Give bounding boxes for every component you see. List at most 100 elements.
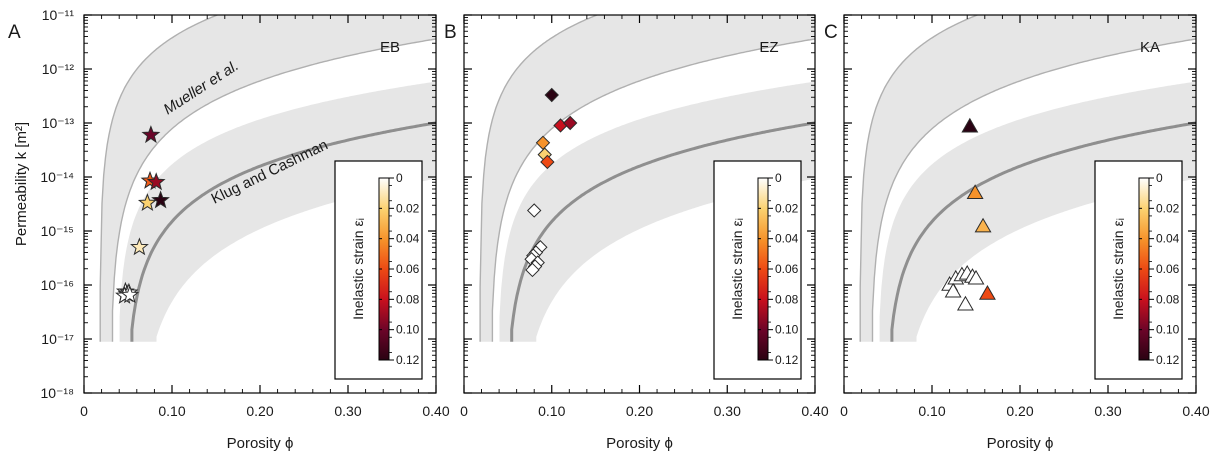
colorbar-tick-label: 0.10 [775, 323, 799, 337]
mueller-curve-upper [859, 15, 980, 342]
y-tick-label: 10⁻¹¹ [42, 7, 75, 23]
colorbar: 0 0.02 0.04 0.06 0.08 0.10 0.12 Inelastic strai… [713, 160, 802, 380]
data-points [941, 117, 996, 311]
colorbar-tick-label: 0.10 [396, 323, 420, 337]
data-point-star [130, 237, 149, 256]
x-tick-label: 0.30 [334, 403, 361, 419]
colorbar: 0 0.02 0.04 0.06 0.08 0.10 0.12 Inelastic strai… [1094, 160, 1183, 380]
klug-cashman-curve [130, 121, 436, 342]
mueller-curve-upper [99, 15, 220, 342]
y-tick-label: 10⁻¹⁶ [41, 277, 74, 293]
data-point-triangle [944, 282, 962, 298]
data-point-star [120, 285, 140, 304]
data-point-star [137, 193, 157, 212]
x-tick-label: 0.30 [714, 403, 741, 419]
klug-cashman-curve [890, 121, 1196, 342]
sample-label: EB [380, 39, 400, 56]
mueller-curve-lower [491, 38, 815, 342]
data-point-diamond [562, 115, 578, 131]
x-tick-label: 0.20 [246, 403, 273, 419]
sample-label: KA [1140, 39, 1160, 56]
klug-cashman-band [499, 81, 815, 342]
y-axis-label: Permeability k [m²] [13, 122, 30, 246]
x-axis-label: Porosity ϕ [227, 435, 294, 452]
y-tick-label: 10⁻¹⁸ [40, 385, 74, 401]
colorbar-tick-label: 0.12 [396, 353, 420, 367]
colorbar-tick-label: 0.02 [1156, 201, 1180, 215]
plot-area [99, 15, 436, 342]
colorbar-tick-label: 0.06 [1156, 262, 1180, 276]
mueller-band [480, 15, 815, 342]
data-point-diamond [525, 262, 540, 278]
y-tick-label: 10⁻¹² [42, 61, 75, 77]
panel-letter: C [824, 22, 838, 43]
colorbar-tick-label: 0.12 [775, 353, 799, 367]
x-tick-label: 0.10 [158, 403, 185, 419]
colorbar-tick-label: 0.02 [396, 201, 420, 215]
colorbar-tick-label: 0.02 [775, 201, 799, 215]
x-tick-label: 0.20 [1006, 403, 1033, 419]
x-tick-label: 0.10 [918, 403, 945, 419]
data-point-star [141, 125, 161, 144]
colorbar-tick-label: 0 [396, 171, 403, 185]
plot-area [479, 15, 815, 342]
mueller-curve-lower [871, 38, 1196, 342]
colorbar-title: Inelastic strain εᵢ [729, 218, 745, 320]
sample-label: EZ [759, 39, 778, 56]
colorbar-title: Inelastic strain εᵢ [350, 218, 366, 320]
colorbar-tick-label: 0.04 [775, 232, 799, 246]
colorbar-tick-label: 0.08 [1156, 292, 1180, 306]
colorbar-tick-label: 0.12 [1156, 353, 1180, 367]
data-point-triangle [961, 117, 979, 133]
data-point-triangle [974, 217, 992, 233]
mueller-curve-lower [111, 38, 436, 342]
colorbar-tick-label: 0.10 [1156, 323, 1180, 337]
x-tick-label: 0 [840, 403, 848, 419]
x-tick-label: 0 [80, 403, 88, 419]
y-tick-label: 10⁻¹⁷ [41, 331, 74, 347]
x-axis-label: Porosity ϕ [606, 435, 673, 452]
data-point-star [151, 190, 170, 209]
data-point-diamond [540, 154, 555, 170]
data-point-star [146, 172, 166, 191]
data-point-triangle [956, 295, 974, 311]
x-tick-label: 0.10 [538, 403, 565, 419]
x-tick-label: 0.30 [1094, 403, 1121, 419]
klug-cashman-band [119, 81, 436, 342]
colorbar-title: Inelastic strain εᵢ [1110, 218, 1126, 320]
data-point-triangle [966, 184, 984, 199]
y-tick-label: 10⁻¹⁴ [40, 169, 74, 185]
data-point-diamond [526, 203, 542, 218]
panel-letter: A [8, 22, 21, 43]
klug-cashman-curve [510, 121, 815, 342]
x-tick-label: 0.40 [422, 403, 449, 419]
y-tick-label: 10⁻¹⁵ [41, 223, 74, 239]
x-tick-label: 0.40 [801, 403, 828, 419]
colorbar-tick-label: 0.04 [1156, 232, 1180, 246]
colorbar-tick-label: 0.06 [396, 262, 420, 276]
data-point-triangle [967, 269, 985, 285]
colorbar-tick-label: 0 [775, 171, 782, 185]
x-axis-label: Porosity ϕ [987, 435, 1054, 452]
mueller-curve-upper [479, 15, 599, 342]
y-tick-label: 10⁻¹³ [42, 115, 75, 131]
colorbar-tick-label: 0.08 [775, 292, 799, 306]
mueller-band [100, 15, 436, 342]
data-point-triangle [978, 285, 996, 300]
klug-cashman-band [879, 81, 1196, 342]
data-points [115, 125, 170, 304]
x-tick-label: 0.40 [1182, 403, 1209, 419]
x-tick-label: 0 [460, 403, 468, 419]
data-point-diamond [544, 87, 559, 103]
colorbar-tick-label: 0 [1156, 171, 1163, 185]
panel-letter: B [444, 22, 457, 43]
mueller-band [860, 15, 1196, 342]
colorbar-tick-label: 0.06 [775, 262, 799, 276]
colorbar-tick-label: 0.08 [396, 292, 420, 306]
data-points [524, 87, 578, 278]
colorbar-tick-label: 0.04 [396, 232, 420, 246]
